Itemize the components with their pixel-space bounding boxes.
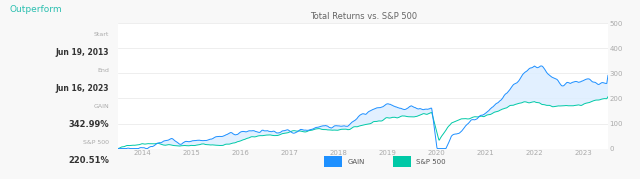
FancyBboxPatch shape [392, 156, 411, 167]
Text: S&P 500: S&P 500 [416, 159, 445, 165]
Text: Jun 16, 2023: Jun 16, 2023 [56, 84, 109, 93]
Text: Outperform: Outperform [10, 5, 62, 14]
Text: GAIN: GAIN [93, 104, 109, 109]
Text: 342.99%: 342.99% [68, 120, 109, 129]
Text: 220.51%: 220.51% [68, 156, 109, 165]
Text: Jun 19, 2013: Jun 19, 2013 [56, 48, 109, 57]
FancyBboxPatch shape [324, 156, 342, 167]
Text: GAIN: GAIN [348, 159, 365, 165]
Title: Total Returns vs. S&P 500: Total Returns vs. S&P 500 [310, 12, 417, 21]
Text: S&P 500: S&P 500 [83, 140, 109, 145]
Text: Start: Start [93, 32, 109, 37]
Text: End: End [97, 68, 109, 73]
